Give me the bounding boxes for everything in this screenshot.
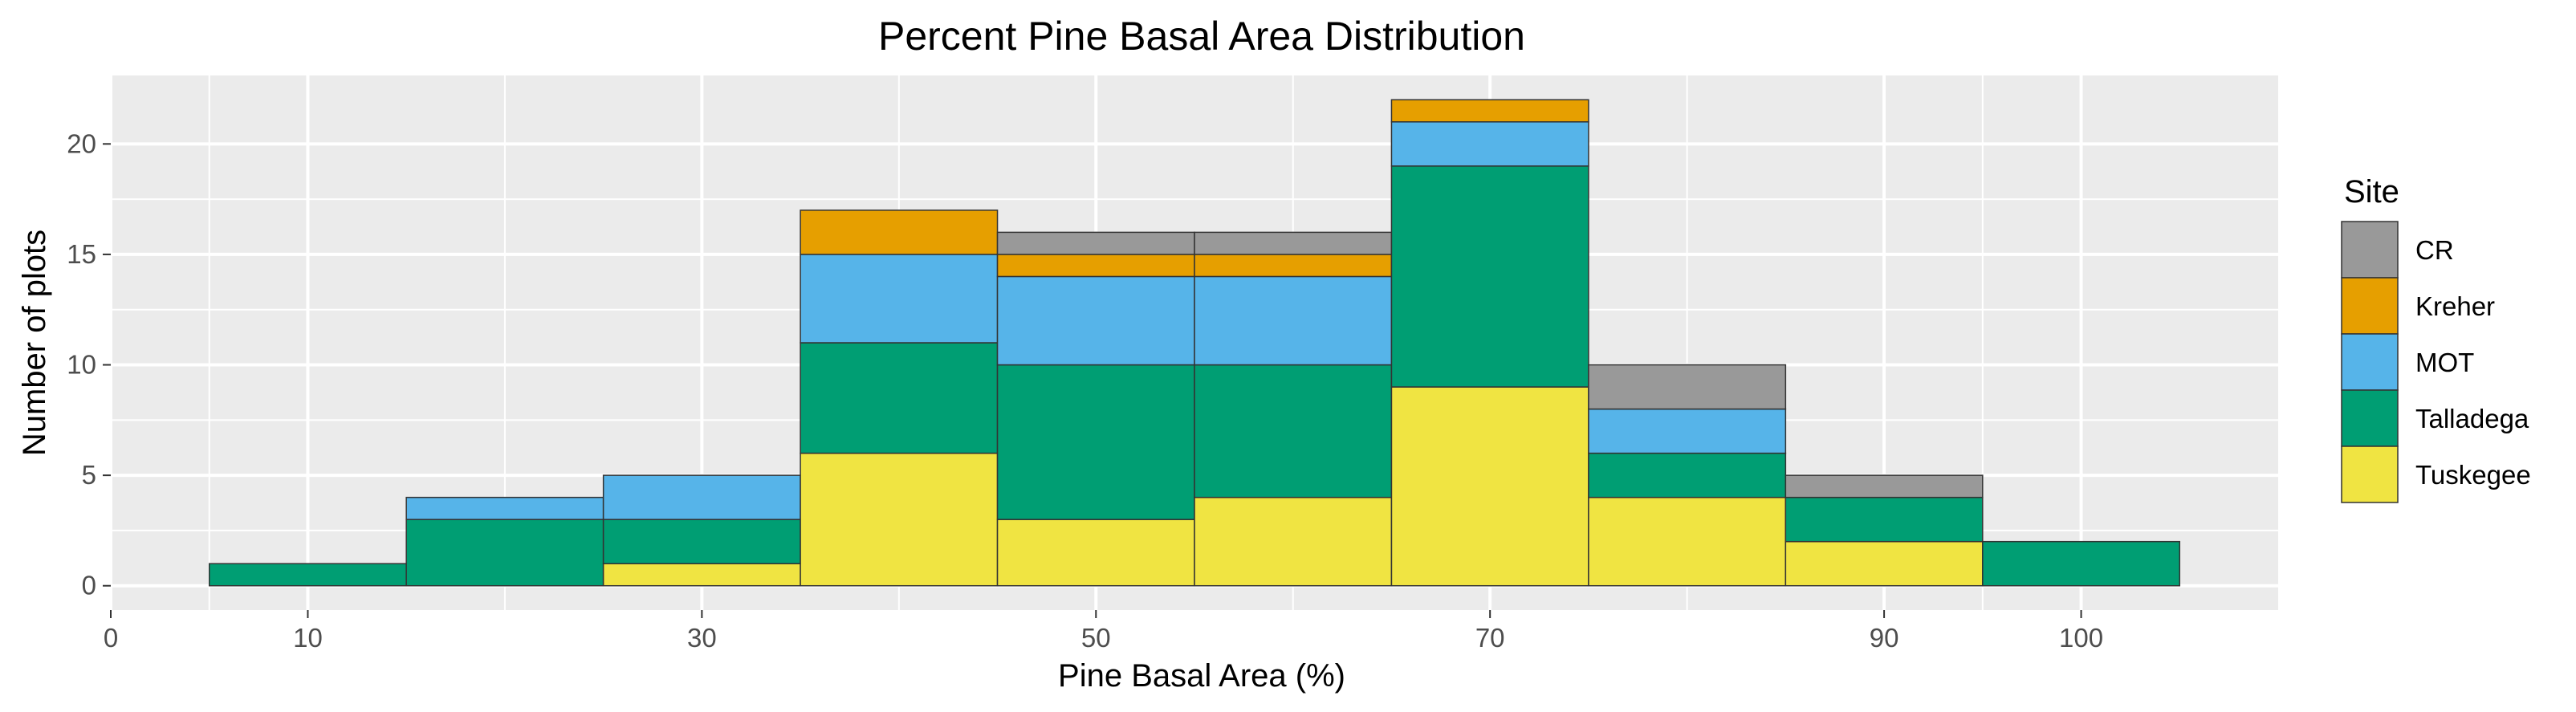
bars [208, 99, 2181, 587]
bar-segment-tuskegee [1588, 496, 1787, 587]
legend-label-tuskegee: Tuskegee [2415, 460, 2531, 490]
legend-key-kreher [2341, 277, 2399, 335]
legend-key-tuskegee [2341, 446, 2399, 503]
bar-segment-talladega [1390, 165, 1589, 388]
legend-key-cr [2341, 221, 2399, 279]
bar-segment-cr [1784, 474, 1984, 498]
bar-segment-tuskegee [602, 563, 801, 587]
bar-segment-talladega [602, 519, 801, 564]
y-axis-title: Number of plots [17, 230, 52, 456]
bar-segment-kreher [800, 210, 999, 255]
bar-segment-kreher [1390, 99, 1589, 123]
bar-segment-talladega [405, 519, 604, 587]
legend-label-kreher: Kreher [2415, 291, 2495, 321]
bar-segment-cr [996, 231, 1195, 255]
bar-segment-mot [1588, 408, 1787, 454]
legend: Site CR Kreher MOT Talladega Tuskegee [2341, 174, 2531, 503]
bar-segment-cr [1588, 364, 1787, 410]
x-tick-label: 90 [1870, 623, 1899, 653]
bar-segment-mot [405, 496, 604, 520]
bar-segment-cr [1194, 231, 1393, 255]
x-tick-label: 0 [104, 623, 118, 653]
y-tick-label: 10 [67, 350, 96, 380]
legend-label-mot: MOT [2415, 348, 2474, 377]
x-axis-title: Pine Basal Area (%) [1058, 658, 1345, 694]
chart-title: Percent Pine Basal Area Distribution [878, 14, 1525, 59]
bar-segment-tuskegee [800, 452, 999, 587]
y-tick-label: 5 [82, 460, 96, 490]
bar-segment-mot [602, 474, 801, 520]
bar-segment-talladega [1982, 540, 2181, 587]
bar-segment-mot [800, 254, 999, 344]
bar-segment-mot [996, 275, 1195, 366]
bar-segment-talladega [1588, 452, 1787, 498]
legend-label-talladega: Talladega [2415, 404, 2529, 433]
x-tick-label: 10 [293, 623, 323, 653]
bar-segment-talladega [1784, 496, 1984, 543]
bar-segment-talladega [1194, 364, 1393, 498]
bar-segment-tuskegee [1784, 540, 1984, 587]
x-tick-label: 70 [1475, 623, 1505, 653]
bar-segment-mot [1194, 275, 1393, 366]
bar-segment-kreher [1194, 254, 1393, 278]
x-tick-label: 50 [1081, 623, 1111, 653]
bar-segment-talladega [208, 563, 407, 587]
y-tick-label: 20 [67, 128, 96, 158]
bar-segment-mot [1390, 121, 1589, 167]
y-tick-label: 0 [82, 571, 96, 600]
bar-segment-tuskegee [1194, 496, 1393, 587]
bar-segment-talladega [996, 364, 1195, 520]
bar-segment-talladega [800, 342, 999, 454]
bar-segment-tuskegee [1390, 386, 1589, 587]
bar-segment-kreher [996, 254, 1195, 278]
axes: 0 10 30 50 70 90 100 0 5 10 15 20 [67, 128, 2103, 653]
legend-title: Site [2344, 174, 2399, 210]
legend-key-talladega [2341, 389, 2399, 447]
x-tick-label: 30 [687, 623, 717, 653]
bar-segment-tuskegee [996, 519, 1195, 587]
x-tick-label: 100 [2059, 623, 2103, 653]
legend-key-mot [2341, 333, 2399, 391]
legend-label-cr: CR [2415, 235, 2454, 265]
y-tick-label: 15 [67, 239, 96, 269]
